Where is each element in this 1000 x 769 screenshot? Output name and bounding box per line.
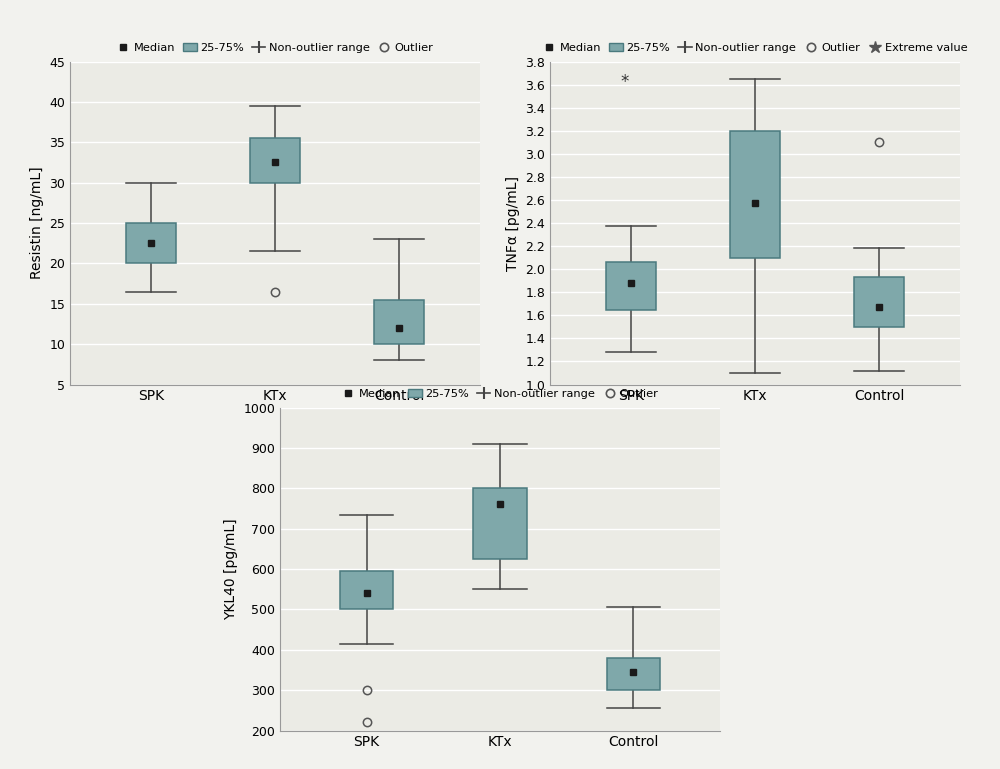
Legend: Median, 25-75%, Non-outlier range, Outlier: Median, 25-75%, Non-outlier range, Outli…	[341, 388, 659, 398]
Bar	[606, 262, 656, 310]
Bar	[607, 657, 660, 691]
Bar	[854, 278, 904, 327]
Bar	[340, 571, 393, 609]
Bar	[730, 131, 780, 258]
Bar	[126, 223, 176, 263]
Legend: Median, 25-75%, Non-outlier range, Outlier, Extreme value: Median, 25-75%, Non-outlier range, Outli…	[543, 42, 967, 52]
Bar	[473, 488, 527, 559]
Legend: Median, 25-75%, Non-outlier range, Outlier: Median, 25-75%, Non-outlier range, Outli…	[116, 42, 434, 52]
Y-axis label: TNFα [pg/mL]: TNFα [pg/mL]	[506, 175, 520, 271]
Y-axis label: YKL40 [pg/mL]: YKL40 [pg/mL]	[224, 518, 238, 620]
Text: *: *	[620, 73, 629, 92]
Bar	[250, 138, 300, 183]
Y-axis label: Resistin [ng/mL]: Resistin [ng/mL]	[30, 167, 44, 279]
Bar	[374, 300, 424, 345]
